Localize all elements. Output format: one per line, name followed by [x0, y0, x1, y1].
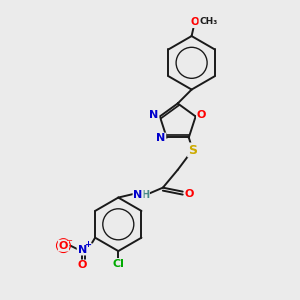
Text: N: N — [78, 244, 87, 255]
Text: N: N — [134, 190, 143, 200]
Text: −: − — [65, 236, 72, 245]
Text: S: S — [188, 143, 197, 157]
Text: N: N — [149, 110, 158, 121]
Text: O: O — [78, 260, 87, 270]
Text: O: O — [190, 17, 199, 27]
Text: N: N — [156, 134, 165, 143]
Text: CH₃: CH₃ — [199, 17, 218, 26]
Text: +: + — [84, 240, 91, 249]
Text: O: O — [185, 189, 194, 199]
Text: Cl: Cl — [112, 259, 124, 269]
Text: O: O — [59, 241, 68, 250]
Text: H: H — [141, 190, 149, 200]
Text: O: O — [197, 110, 206, 121]
